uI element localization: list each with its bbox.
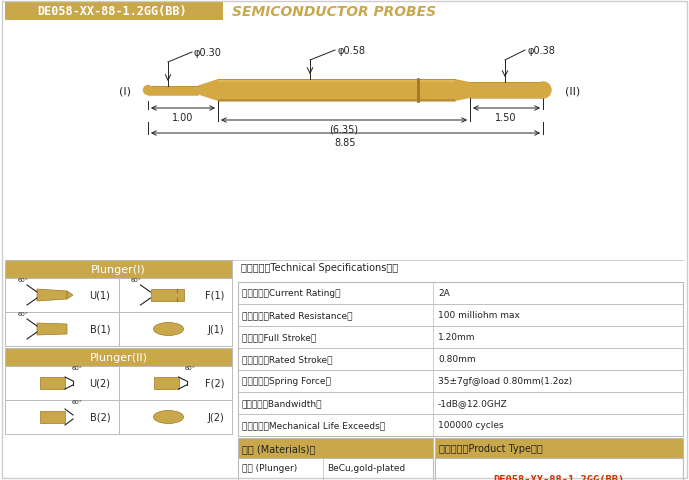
Text: 60°: 60° <box>17 277 28 282</box>
Text: 8.85: 8.85 <box>334 138 356 148</box>
Text: φ0.58: φ0.58 <box>337 46 365 56</box>
Polygon shape <box>154 377 178 389</box>
Polygon shape <box>40 411 65 423</box>
Text: φ0.30: φ0.30 <box>194 48 222 58</box>
FancyBboxPatch shape <box>435 438 683 458</box>
FancyBboxPatch shape <box>148 86 198 96</box>
Text: 2A: 2A <box>438 289 450 298</box>
Text: 成品型号（Product Type）：: 成品型号（Product Type）： <box>439 443 543 453</box>
Polygon shape <box>150 289 183 301</box>
Text: (II): (II) <box>566 86 581 96</box>
Text: 100000 cycles: 100000 cycles <box>438 420 504 430</box>
FancyBboxPatch shape <box>5 261 232 278</box>
Text: 60°: 60° <box>72 399 83 404</box>
Text: B(1): B(1) <box>90 324 110 334</box>
Polygon shape <box>37 289 67 301</box>
Text: DE058-XX-88-1.2GG(BB): DE058-XX-88-1.2GG(BB) <box>493 474 625 480</box>
Text: 1.20mm: 1.20mm <box>438 333 475 342</box>
FancyBboxPatch shape <box>238 438 433 458</box>
Text: 额定弹力（Spring Force）: 额定弹力（Spring Force） <box>242 377 331 386</box>
Text: Plunger(II): Plunger(II) <box>90 352 147 362</box>
FancyBboxPatch shape <box>5 3 223 21</box>
Text: -1dB@12.0GHZ: -1dB@12.0GHZ <box>438 399 508 408</box>
Text: 35±7gf@load 0.80mm(1.2oz): 35±7gf@load 0.80mm(1.2oz) <box>438 377 572 386</box>
Polygon shape <box>37 324 67 336</box>
Text: SEMICONDUCTOR PROBES: SEMICONDUCTOR PROBES <box>232 5 436 19</box>
FancyBboxPatch shape <box>218 99 455 102</box>
Text: 频率带宽（Bandwidth）: 频率带宽（Bandwidth） <box>242 399 322 408</box>
Text: 测试寿命（Mechanical Life Exceeds）: 测试寿命（Mechanical Life Exceeds） <box>242 420 385 430</box>
FancyBboxPatch shape <box>5 348 232 366</box>
FancyBboxPatch shape <box>470 83 543 99</box>
Text: 60°: 60° <box>185 365 196 370</box>
Text: DE058-XX-88-1.2GG(BB): DE058-XX-88-1.2GG(BB) <box>37 5 187 18</box>
Text: 60°: 60° <box>131 277 142 282</box>
Text: BeCu,gold-plated: BeCu,gold-plated <box>327 464 405 472</box>
Polygon shape <box>455 80 470 102</box>
FancyBboxPatch shape <box>218 80 455 102</box>
Text: (6.35): (6.35) <box>329 125 358 135</box>
Text: 1.50: 1.50 <box>495 113 517 123</box>
Polygon shape <box>67 291 73 300</box>
Text: U(1): U(1) <box>90 290 110 300</box>
Text: φ0.38: φ0.38 <box>527 46 555 56</box>
Circle shape <box>535 83 551 99</box>
Circle shape <box>143 86 152 96</box>
Text: 60°: 60° <box>72 365 83 370</box>
Text: 100 milliohm max: 100 milliohm max <box>438 311 520 320</box>
Text: 满行程（Full Stroke）: 满行程（Full Stroke） <box>242 333 316 342</box>
Polygon shape <box>40 377 65 389</box>
Text: 1.00: 1.00 <box>172 113 194 123</box>
Text: U(2): U(2) <box>90 378 110 388</box>
Text: 技术要求（Technical Specifications）：: 技术要求（Technical Specifications）： <box>241 263 398 273</box>
Text: 额定电流（Current Rating）: 额定电流（Current Rating） <box>242 289 340 298</box>
Text: 额定行程（Rated Stroke）: 额定行程（Rated Stroke） <box>242 355 333 364</box>
Polygon shape <box>198 80 218 102</box>
Text: Plunger(I): Plunger(I) <box>91 264 146 275</box>
Text: (I): (I) <box>119 86 131 96</box>
Text: 额定电阵（Rated Resistance）: 额定电阵（Rated Resistance） <box>242 311 353 320</box>
Text: F(1): F(1) <box>205 290 224 300</box>
Ellipse shape <box>154 411 183 424</box>
Text: 针头 (Plunger): 针头 (Plunger) <box>242 464 297 472</box>
Text: F(2): F(2) <box>205 378 224 388</box>
Text: B(2): B(2) <box>90 412 110 422</box>
FancyBboxPatch shape <box>218 80 455 83</box>
Text: 材质 (Materials)：: 材质 (Materials)： <box>242 443 316 453</box>
Text: J(1): J(1) <box>207 324 224 334</box>
Text: 60°: 60° <box>17 312 28 316</box>
Ellipse shape <box>154 323 183 336</box>
Text: J(2): J(2) <box>207 412 224 422</box>
Text: 0.80mm: 0.80mm <box>438 355 475 364</box>
